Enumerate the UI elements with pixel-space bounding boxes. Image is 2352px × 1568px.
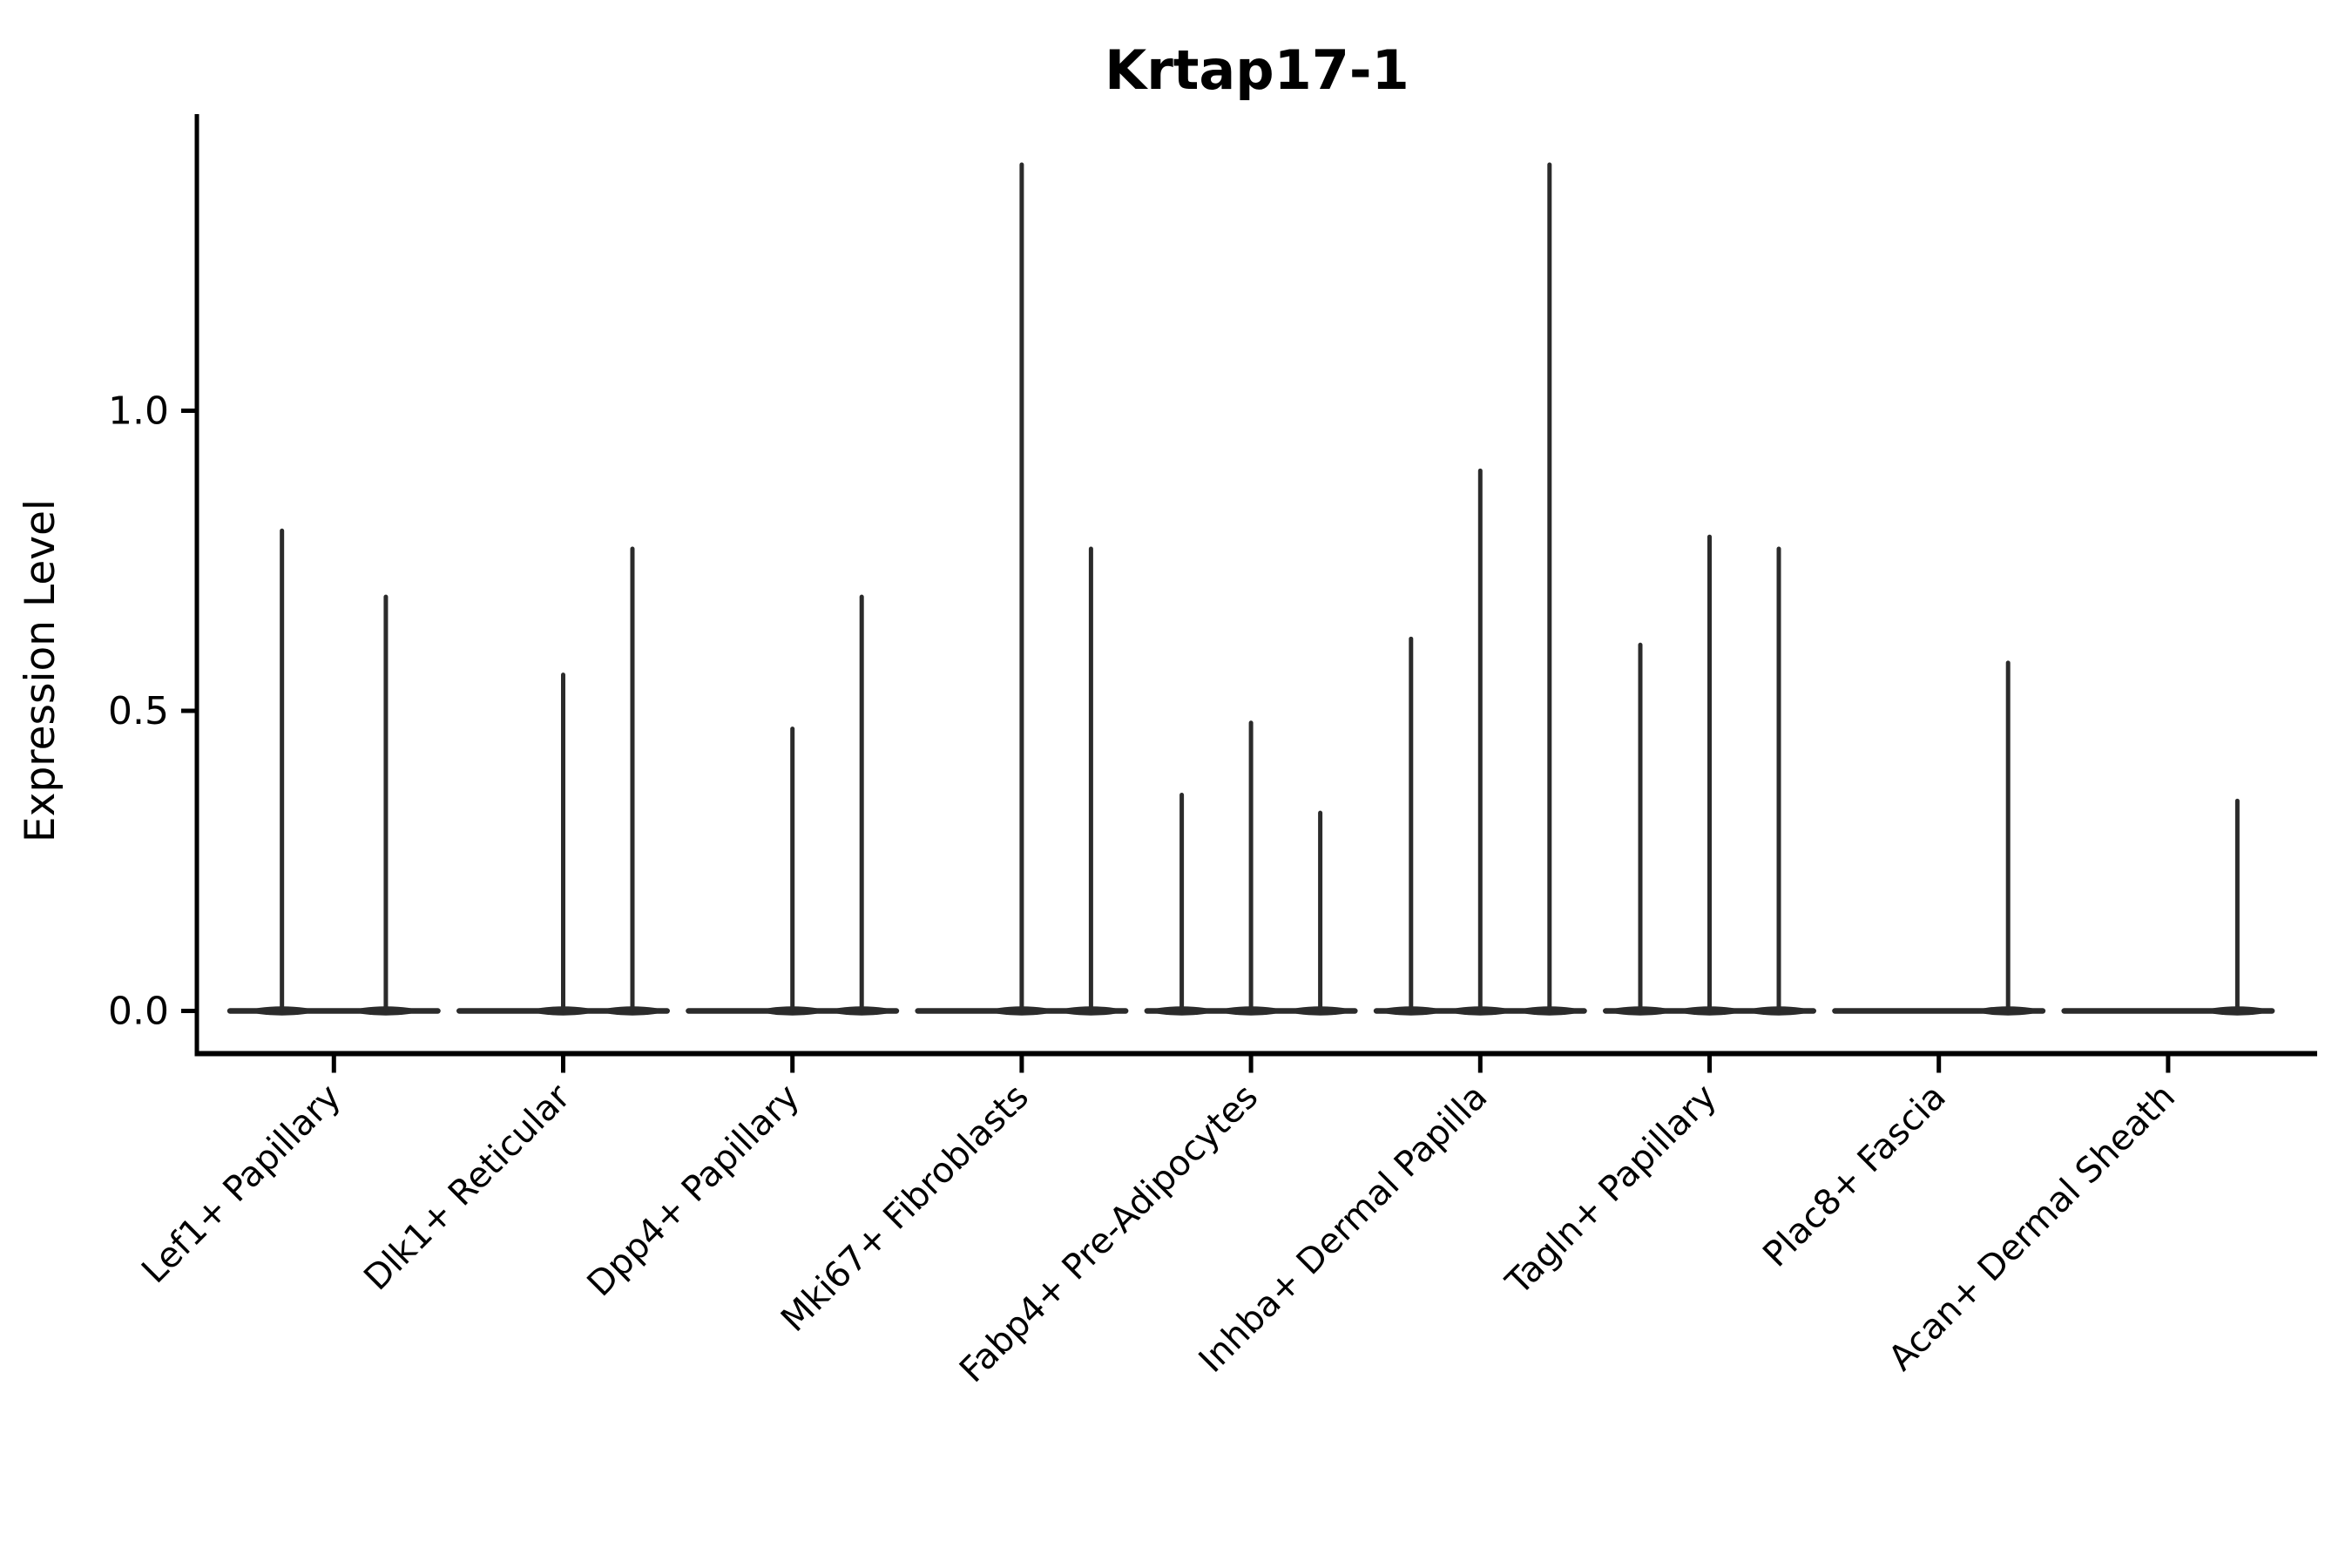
y-tick-label: 0.5: [108, 689, 169, 733]
y-tick-label: 1.0: [108, 389, 169, 434]
y-tick-label: 0.0: [108, 990, 169, 1034]
x-tick-label: Plac8+ Fascia: [1755, 1077, 1954, 1275]
chart-title: Krtap17-1: [1105, 38, 1409, 102]
x-tick-label: Tagln+ Papillary: [1498, 1077, 1725, 1303]
x-tick-label: Dpp4+ Papillary: [580, 1077, 808, 1304]
x-tick-label: Mki67+ Fibroblasts: [774, 1077, 1037, 1340]
x-tick-label: Dlk1+ Reticular: [356, 1077, 578, 1299]
y-axis-label: Expression Level: [17, 499, 64, 842]
x-tick-label: Lef1+ Papillary: [134, 1077, 348, 1291]
